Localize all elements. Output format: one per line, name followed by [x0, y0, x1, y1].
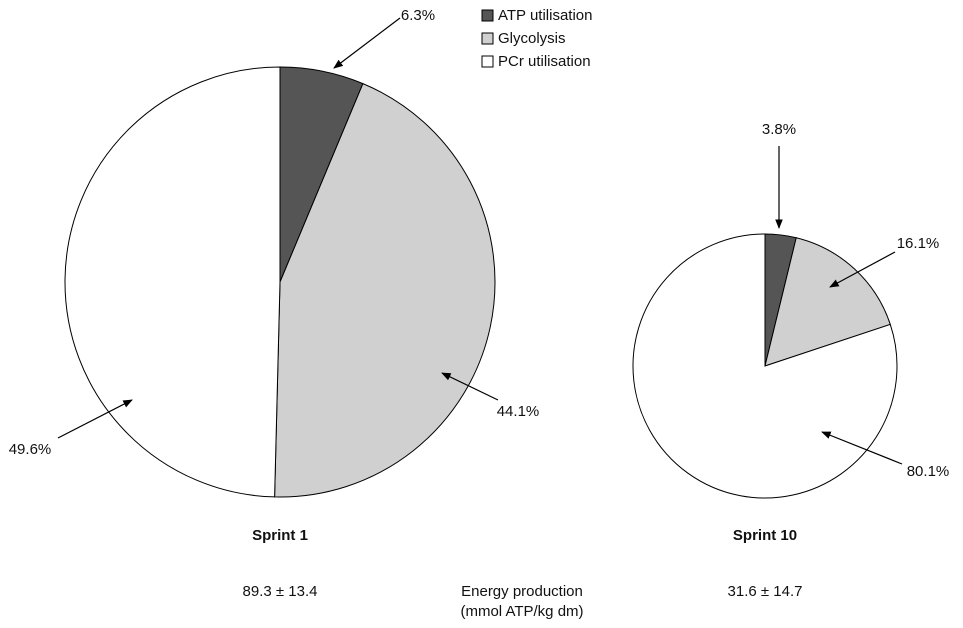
data-label: 80.1% — [907, 463, 950, 480]
legend-swatch — [481, 55, 494, 68]
pie-slice — [274, 82, 496, 498]
pie-slice — [764, 237, 891, 367]
legend-swatch — [481, 9, 494, 22]
label-arrow — [57, 399, 133, 439]
pie-slice — [64, 66, 281, 498]
center-label: (mmol ATP/kg dm) — [460, 603, 583, 620]
legend-swatch — [481, 32, 494, 45]
legend-label: Glycolysis — [498, 30, 566, 47]
label-arrow — [829, 251, 896, 288]
data-label: 49.6% — [9, 441, 52, 458]
label-arrow — [333, 17, 401, 69]
data-label: 16.1% — [897, 235, 940, 252]
data-label: 6.3% — [401, 7, 435, 24]
chart-title: Sprint 1 — [252, 527, 308, 544]
center-label: Energy production — [461, 583, 583, 600]
annotation: 89.3 ± 13.4 — [243, 583, 318, 600]
legend-label: ATP utilisation — [498, 7, 593, 24]
legend-label: PCr utilisation — [498, 53, 591, 70]
label-arrow — [821, 431, 903, 465]
annotation: 31.6 ± 14.7 — [728, 583, 803, 600]
label-arrow — [441, 372, 499, 401]
data-label: 44.1% — [497, 403, 540, 420]
chart-title: Sprint 10 — [733, 527, 797, 544]
data-label: 3.8% — [762, 121, 796, 138]
